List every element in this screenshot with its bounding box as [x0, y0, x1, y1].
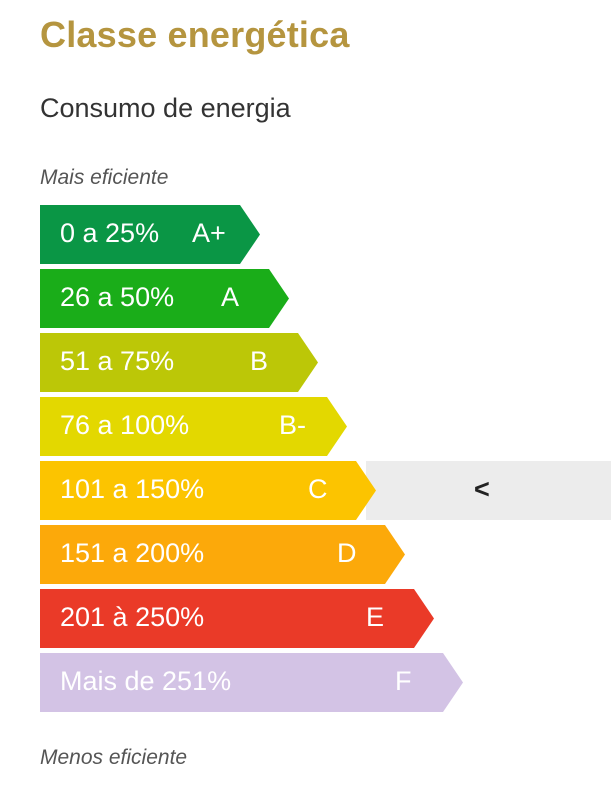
- rating-row-e: 201 à 250% E: [40, 589, 611, 648]
- current-class-indicator: <: [366, 461, 611, 520]
- rating-row-b: 51 a 75% B: [40, 333, 611, 392]
- energy-rating-scale: 0 a 25% A+ 26 a 50% A 51 a 75% B 76 a 10…: [40, 205, 611, 717]
- rating-range: 51 a 75%: [60, 346, 175, 376]
- rating-bar: 76 a 100% B-: [40, 397, 347, 456]
- rating-row-d: 151 a 200% D: [40, 525, 611, 584]
- bottom-caption: Menos eficiente: [40, 746, 188, 769]
- rating-bar: Mais de 251% F: [40, 653, 463, 712]
- rating-bar: 26 a 50% A: [40, 269, 289, 328]
- rating-range: Mais de 251%: [60, 666, 232, 696]
- rating-range: 151 a 200%: [60, 538, 205, 568]
- top-caption: Mais eficiente: [40, 166, 169, 189]
- rating-row-f: Mais de 251% F: [40, 653, 611, 712]
- rating-grade: F: [395, 666, 412, 696]
- rating-range: 201 à 250%: [60, 602, 205, 632]
- page-title: Classe energética: [40, 14, 350, 55]
- rating-row-b-minus: 76 a 100% B-: [40, 397, 611, 456]
- rating-range: 26 a 50%: [60, 282, 175, 312]
- rating-range: 76 a 100%: [60, 410, 190, 440]
- rating-grade: D: [337, 538, 357, 568]
- rating-bar: 51 a 75% B: [40, 333, 318, 392]
- rating-range: 101 a 150%: [60, 474, 205, 504]
- rating-grade: A+: [192, 218, 226, 248]
- rating-row-a: 26 a 50% A: [40, 269, 611, 328]
- rating-grade: E: [366, 602, 385, 632]
- rating-row-c: < 101 a 150% C: [40, 461, 611, 520]
- rating-bar: 0 a 25% A+: [40, 205, 260, 264]
- rating-grade: B-: [279, 410, 306, 440]
- rating-grade: A: [221, 282, 240, 312]
- rating-bar: 151 a 200% D: [40, 525, 405, 584]
- section-subtitle: Consumo de energia: [40, 93, 291, 123]
- rating-grade: C: [308, 474, 328, 504]
- rating-range: 0 a 25%: [60, 218, 160, 248]
- current-class-marker: <: [474, 474, 490, 504]
- rating-row-a-plus: 0 a 25% A+: [40, 205, 611, 264]
- rating-grade: B: [250, 346, 269, 376]
- rating-bar: 201 à 250% E: [40, 589, 434, 648]
- rating-bar: 101 a 150% C: [40, 461, 376, 520]
